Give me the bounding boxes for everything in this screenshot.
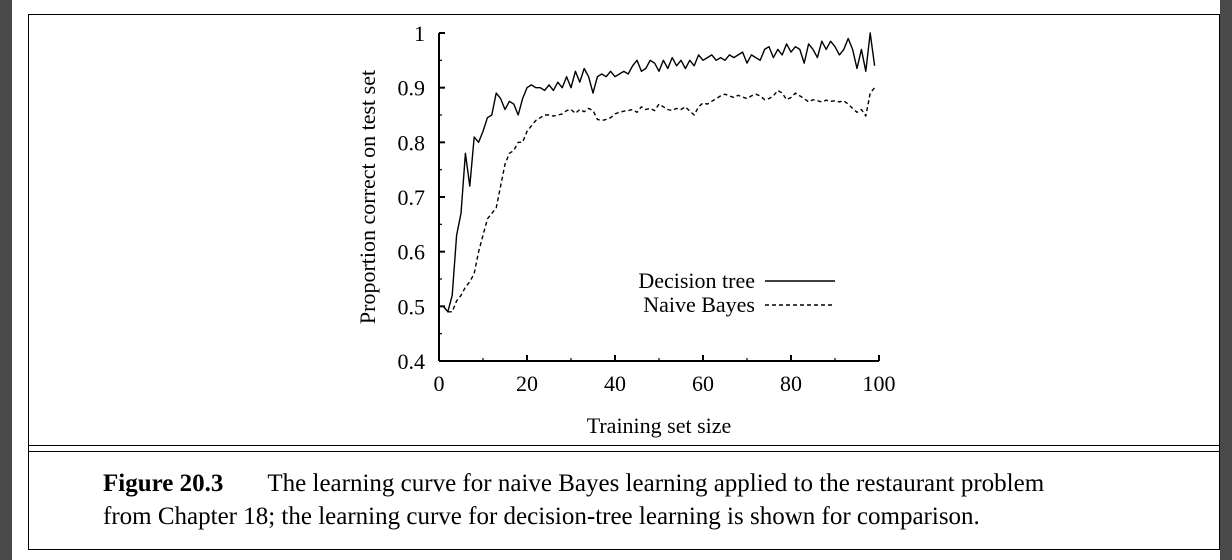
y-tick-label: 0.9	[398, 76, 426, 101]
learning-curve-chart: 0.4 0.5 0.6 0.7 0.8 0.9 1 0 20 40 60 80 100 Decision…	[355, 21, 896, 438]
axes: 0.4 0.5 0.6 0.7 0.8 0.9 1 0 20 40 60 80 100	[398, 21, 896, 396]
x-tick-label: 60	[692, 371, 714, 396]
legend-label: Decision tree	[638, 268, 755, 293]
caption-divider-bottom	[29, 451, 1219, 452]
legend-label: Naive Bayes	[643, 292, 755, 317]
y-tick-label: 0.4	[398, 349, 426, 374]
y-tick-label: 0.7	[398, 185, 426, 210]
x-tick-label: 80	[780, 371, 802, 396]
x-tick-label: 20	[516, 371, 538, 396]
x-tick-label: 0	[434, 371, 445, 396]
y-tick-label: 0.6	[398, 240, 426, 265]
x-tick-label: 40	[604, 371, 626, 396]
caption-divider-top	[29, 445, 1219, 446]
page: 0.4 0.5 0.6 0.7 0.8 0.9 1 0 20 40 60 80 100 Decision…	[12, 0, 1220, 560]
y-tick-label: 0.8	[398, 130, 426, 155]
caption-text-1: The learning curve for naive Bayes learn…	[267, 470, 1045, 497]
caption-line-2: from Chapter 18; the learning curve for …	[103, 503, 980, 530]
figure-caption: Figure 20.3 The learning curve for naive …	[103, 467, 1203, 533]
y-axis-label: Proportion correct on test set	[355, 70, 380, 324]
figure-label: Figure 20.3	[103, 470, 224, 497]
x-tick-label: 100	[863, 371, 896, 396]
series-lines	[442, 32, 876, 313]
series-line-decision-tree	[442, 32, 876, 313]
series-line-naive-bayes	[442, 87, 876, 313]
y-tick-label: 1	[414, 21, 425, 46]
y-tick-label: 0.5	[398, 294, 426, 319]
figure-frame: 0.4 0.5 0.6 0.7 0.8 0.9 1 0 20 40 60 80 100 Decision…	[28, 14, 1220, 550]
x-axis-label: Training set size	[587, 413, 732, 438]
caption-line-1: Figure 20.3 The learning curve for naive …	[103, 467, 1203, 500]
